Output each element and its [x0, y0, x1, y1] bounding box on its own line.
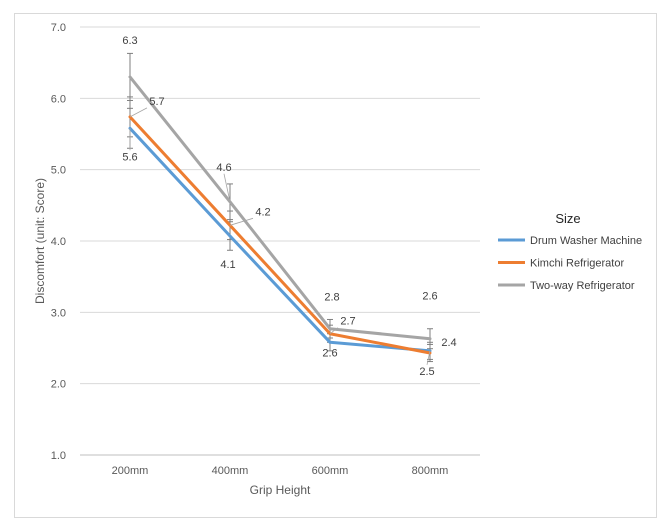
x-axis-title: Grip Height	[250, 483, 311, 497]
leader-line	[129, 107, 148, 118]
y-tick-label: 5.0	[51, 165, 66, 177]
y-tick-label: 7.0	[51, 22, 66, 34]
legend-items: Drum Washer Machine Kimchi Refrigerator Tw…	[498, 235, 642, 292]
legend-label: Kimchi Refrigerator	[530, 258, 624, 270]
x-tick-label: 400mm	[212, 465, 249, 477]
series-line	[128, 115, 432, 355]
leader-line	[229, 217, 254, 226]
chart-area	[14, 13, 657, 518]
leader-line	[329, 327, 339, 335]
y-axis-ticks: 1.0 2.0 3.0 4.0 5.0 6.0 7.0	[51, 22, 66, 462]
y-tick-label: 3.0	[51, 307, 66, 319]
data-label: 2.7	[340, 316, 355, 328]
y-tick-label: 1.0	[51, 450, 66, 462]
data-label: 2.4	[441, 337, 456, 349]
data-label: 2.5	[419, 366, 434, 378]
x-tick-label: 200mm	[112, 465, 149, 477]
data-label: 5.7	[149, 96, 164, 108]
x-tick-label: 800mm	[412, 465, 449, 477]
legend-title: Size	[555, 211, 580, 226]
y-tick-label: 6.0	[51, 93, 66, 105]
series-line	[128, 126, 432, 353]
data-label: 6.3	[122, 35, 137, 47]
legend: Size Drum Washer Machine Kimchi Refrigera…	[498, 211, 642, 292]
series-lines	[128, 75, 432, 355]
data-label: 2.8	[324, 292, 339, 304]
data-labels: 5.6 4.1 2.6 2.5 5.7 4.2 2.7 2.4 6.3 4.6 2.8 2.6	[122, 35, 456, 378]
error-bars	[127, 52, 433, 363]
x-tick-label: 600mm	[312, 465, 349, 477]
y-tick-label: 4.0	[51, 236, 66, 248]
legend-label: Drum Washer Machine	[530, 235, 642, 247]
y-axis-title: Discomfort (unit: Score)	[33, 178, 47, 304]
data-label: 2.6	[322, 347, 337, 359]
y-tick-label: 2.0	[51, 379, 66, 391]
data-label: 4.1	[220, 259, 235, 271]
data-label: 4.2	[255, 206, 270, 218]
data-label: 5.6	[122, 151, 137, 163]
leader-line	[223, 173, 231, 202]
data-label: 2.6	[422, 291, 437, 303]
series-line	[128, 75, 432, 341]
label-leader-lines	[129, 107, 431, 365]
legend-label: Two-way Refrigerator	[530, 280, 635, 292]
x-axis-ticks: 200mm 400mm 600mm 800mm	[112, 465, 449, 477]
data-label: 4.6	[216, 162, 231, 174]
leader-line	[426, 350, 431, 365]
